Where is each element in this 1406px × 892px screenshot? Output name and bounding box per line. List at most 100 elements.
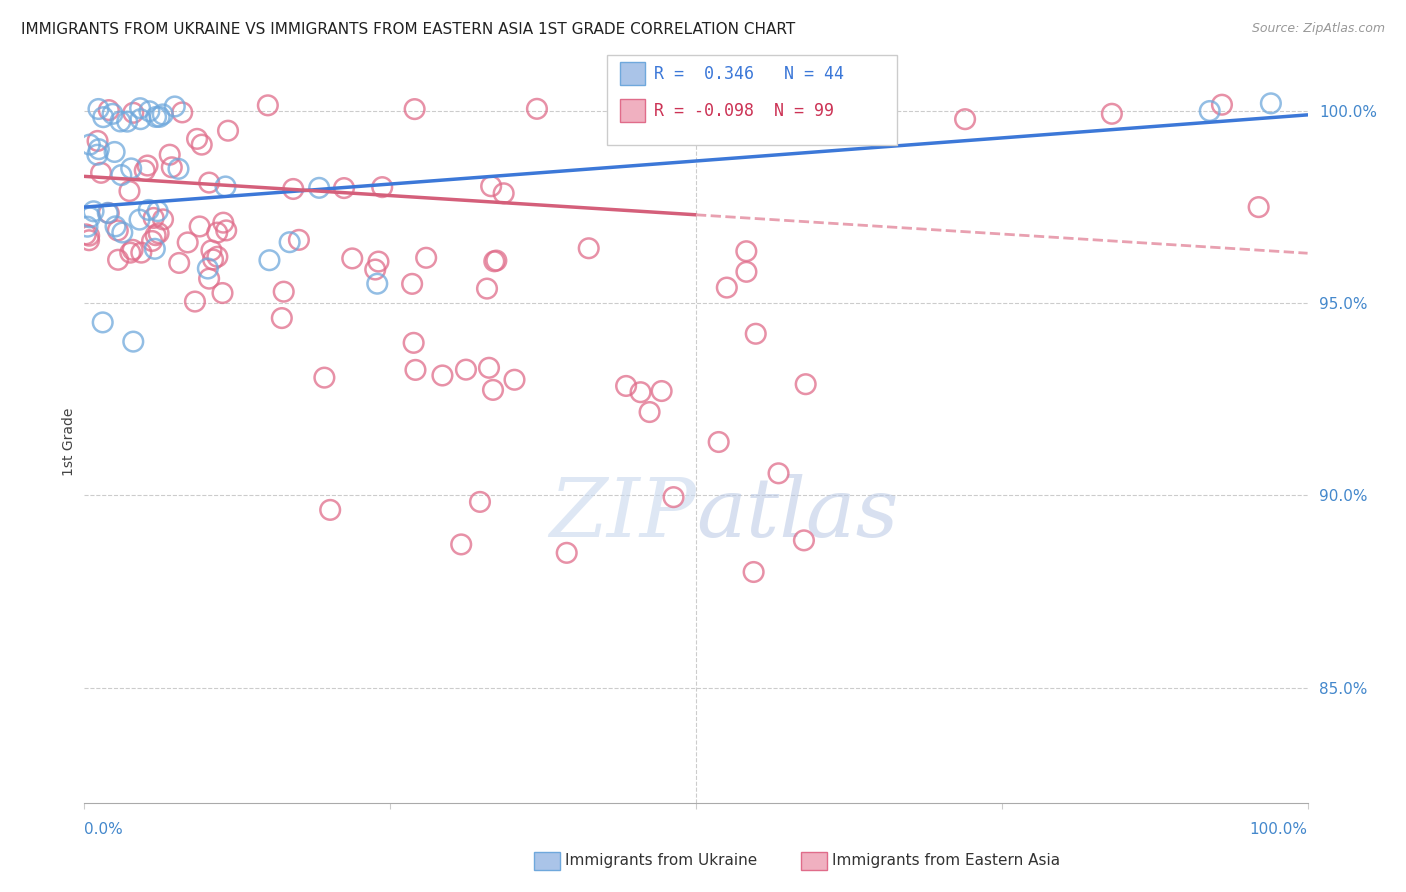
Point [83, 204, 105, 219]
Point [415, 251, 437, 265]
Point [492, 186, 515, 201]
Point [314, 370, 336, 384]
Point [200, 244, 222, 258]
Point [308, 181, 330, 195]
Y-axis label: 1st Grade: 1st Grade [62, 408, 76, 475]
Point [794, 377, 817, 392]
Point [484, 254, 506, 268]
Text: ZIP: ZIP [550, 474, 696, 554]
Point [207, 250, 229, 264]
Point [90, 166, 112, 180]
Point [138, 202, 160, 217]
Point [1247, 200, 1270, 214]
Point [121, 243, 143, 257]
Point [259, 253, 281, 268]
Point [86, 147, 108, 161]
Point [79, 137, 101, 152]
Point [319, 503, 342, 517]
Point [86, 134, 108, 148]
Point [148, 226, 170, 240]
Point [172, 105, 194, 120]
Point [159, 147, 181, 161]
Point [97, 206, 120, 220]
Point [685, 102, 707, 116]
Point [176, 235, 198, 250]
Point [1101, 107, 1123, 121]
Point [630, 385, 652, 400]
Point [152, 212, 174, 227]
Point [333, 181, 356, 195]
Point [432, 368, 454, 383]
Point [75, 227, 97, 242]
Point [146, 204, 169, 219]
Point [115, 114, 138, 128]
Point [214, 179, 236, 194]
Point [651, 384, 673, 398]
Point [134, 163, 156, 178]
Point [479, 179, 502, 194]
Point [149, 110, 172, 124]
Point [104, 145, 127, 159]
Point [212, 216, 235, 230]
Point [745, 326, 768, 341]
Text: Source: ZipAtlas.com: Source: ZipAtlas.com [1251, 22, 1385, 36]
Point [367, 254, 389, 268]
Point [614, 379, 637, 393]
Point [76, 219, 98, 234]
Point [138, 104, 160, 119]
Point [101, 107, 124, 121]
Point [143, 242, 166, 256]
Point [1211, 97, 1233, 112]
Point [118, 184, 141, 198]
Point [77, 233, 100, 247]
Point [198, 271, 221, 285]
Point [638, 405, 661, 419]
Point [768, 467, 790, 481]
Text: Immigrants from Eastern Asia: Immigrants from Eastern Asia [832, 854, 1060, 868]
Point [366, 277, 388, 291]
Point [364, 262, 387, 277]
Point [288, 233, 311, 247]
Point [257, 98, 280, 112]
Point [270, 311, 292, 326]
Point [142, 211, 165, 225]
Text: 0.0%: 0.0% [84, 822, 124, 837]
Point [578, 241, 600, 255]
Point [167, 256, 190, 270]
Point [475, 282, 498, 296]
Point [97, 206, 120, 220]
Point [122, 105, 145, 120]
Point [107, 252, 129, 267]
Point [707, 435, 730, 450]
Point [120, 161, 142, 176]
Point [217, 124, 239, 138]
Point [87, 142, 110, 156]
Point [735, 244, 758, 259]
Point [141, 234, 163, 248]
Point [104, 219, 127, 234]
Point [131, 245, 153, 260]
Point [110, 114, 132, 128]
Point [188, 219, 211, 234]
Point [190, 137, 212, 152]
Point [167, 161, 190, 176]
Point [735, 265, 758, 279]
Point [402, 335, 425, 350]
Point [215, 223, 238, 237]
Point [468, 495, 491, 509]
Point [342, 252, 364, 266]
Point [482, 383, 505, 397]
Point [485, 253, 508, 268]
Point [152, 107, 174, 121]
Point [662, 490, 685, 504]
Point [77, 228, 100, 243]
Point [160, 161, 183, 175]
Point [371, 180, 394, 194]
Point [120, 245, 142, 260]
Point [91, 110, 114, 124]
Point [478, 360, 501, 375]
Point [91, 315, 114, 329]
Point [404, 102, 426, 116]
Point [401, 277, 423, 291]
Point [111, 226, 134, 240]
